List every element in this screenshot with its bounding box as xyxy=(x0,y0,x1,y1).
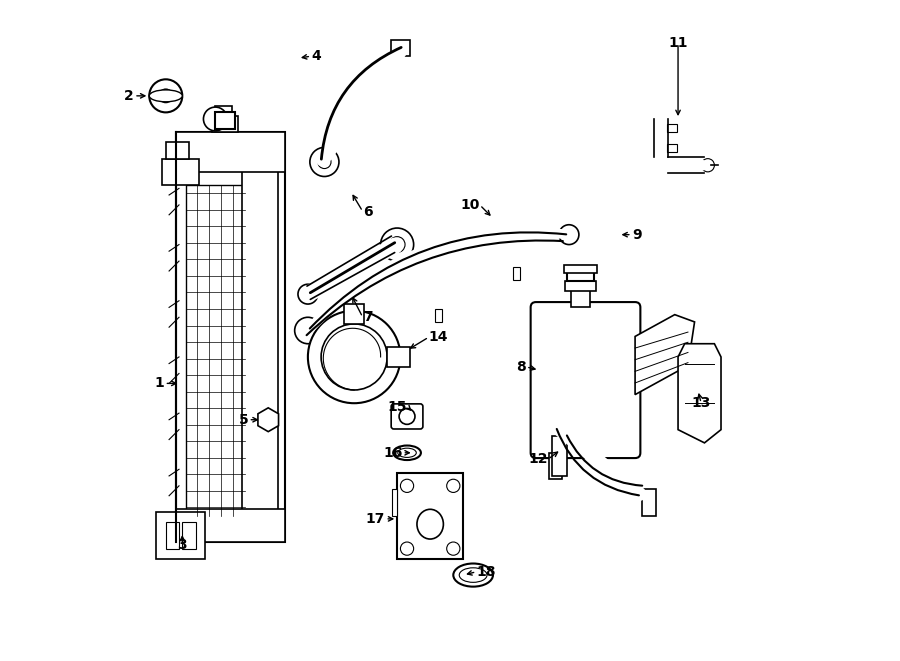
Text: 16: 16 xyxy=(383,446,402,460)
Ellipse shape xyxy=(393,446,421,460)
FancyBboxPatch shape xyxy=(176,132,284,542)
Bar xyxy=(215,106,232,116)
Bar xyxy=(392,489,397,516)
Circle shape xyxy=(446,542,460,555)
Circle shape xyxy=(701,159,715,172)
Text: 7: 7 xyxy=(363,310,373,325)
Text: 9: 9 xyxy=(632,227,642,242)
Bar xyxy=(668,124,678,132)
Text: 8: 8 xyxy=(517,360,526,374)
Circle shape xyxy=(381,228,414,261)
Circle shape xyxy=(559,225,579,245)
Bar xyxy=(391,40,410,56)
Bar xyxy=(668,144,678,152)
Circle shape xyxy=(298,284,318,304)
Circle shape xyxy=(159,89,173,102)
Circle shape xyxy=(308,311,400,403)
Bar xyxy=(571,284,590,307)
Text: 2: 2 xyxy=(124,89,134,103)
Bar xyxy=(176,509,284,542)
Bar xyxy=(176,132,284,172)
Circle shape xyxy=(260,412,276,428)
Circle shape xyxy=(446,479,460,492)
Text: 17: 17 xyxy=(365,512,385,526)
Text: 18: 18 xyxy=(476,564,496,579)
Ellipse shape xyxy=(454,563,493,587)
Ellipse shape xyxy=(398,448,417,457)
Bar xyxy=(356,324,364,337)
Text: 11: 11 xyxy=(669,36,688,50)
Circle shape xyxy=(149,79,183,112)
Ellipse shape xyxy=(149,90,183,102)
Circle shape xyxy=(318,155,331,169)
Bar xyxy=(549,453,562,479)
Text: 12: 12 xyxy=(528,452,548,467)
Bar xyxy=(514,266,520,280)
Bar xyxy=(215,112,235,129)
Bar xyxy=(166,522,179,549)
Circle shape xyxy=(321,324,387,390)
Bar xyxy=(397,473,464,559)
Bar xyxy=(183,522,195,549)
Circle shape xyxy=(400,542,414,555)
Bar xyxy=(567,266,594,281)
Ellipse shape xyxy=(417,509,444,539)
Text: 6: 6 xyxy=(363,204,373,219)
Bar xyxy=(565,281,596,291)
Text: 4: 4 xyxy=(311,49,321,63)
Circle shape xyxy=(399,408,415,424)
Text: 13: 13 xyxy=(691,396,711,410)
Circle shape xyxy=(310,147,339,176)
FancyBboxPatch shape xyxy=(156,512,205,559)
Bar xyxy=(242,145,278,529)
Bar xyxy=(642,489,656,516)
Bar xyxy=(212,116,238,132)
FancyBboxPatch shape xyxy=(392,404,423,429)
Bar xyxy=(185,185,245,516)
Text: 14: 14 xyxy=(428,330,448,344)
Circle shape xyxy=(203,107,227,131)
Ellipse shape xyxy=(459,568,487,582)
Text: 15: 15 xyxy=(388,399,407,414)
Polygon shape xyxy=(635,315,695,395)
Circle shape xyxy=(294,317,321,344)
FancyBboxPatch shape xyxy=(531,302,641,458)
Bar xyxy=(553,436,567,476)
Bar xyxy=(564,265,597,273)
Text: 1: 1 xyxy=(155,376,165,391)
Text: 3: 3 xyxy=(177,538,187,553)
Bar xyxy=(166,142,189,159)
Bar xyxy=(435,309,442,323)
Circle shape xyxy=(389,237,405,253)
Text: 5: 5 xyxy=(238,412,248,427)
Bar xyxy=(163,159,199,185)
Circle shape xyxy=(400,479,414,492)
Text: 10: 10 xyxy=(461,198,480,212)
Bar xyxy=(387,347,410,367)
Polygon shape xyxy=(678,344,721,443)
Bar xyxy=(344,304,364,324)
